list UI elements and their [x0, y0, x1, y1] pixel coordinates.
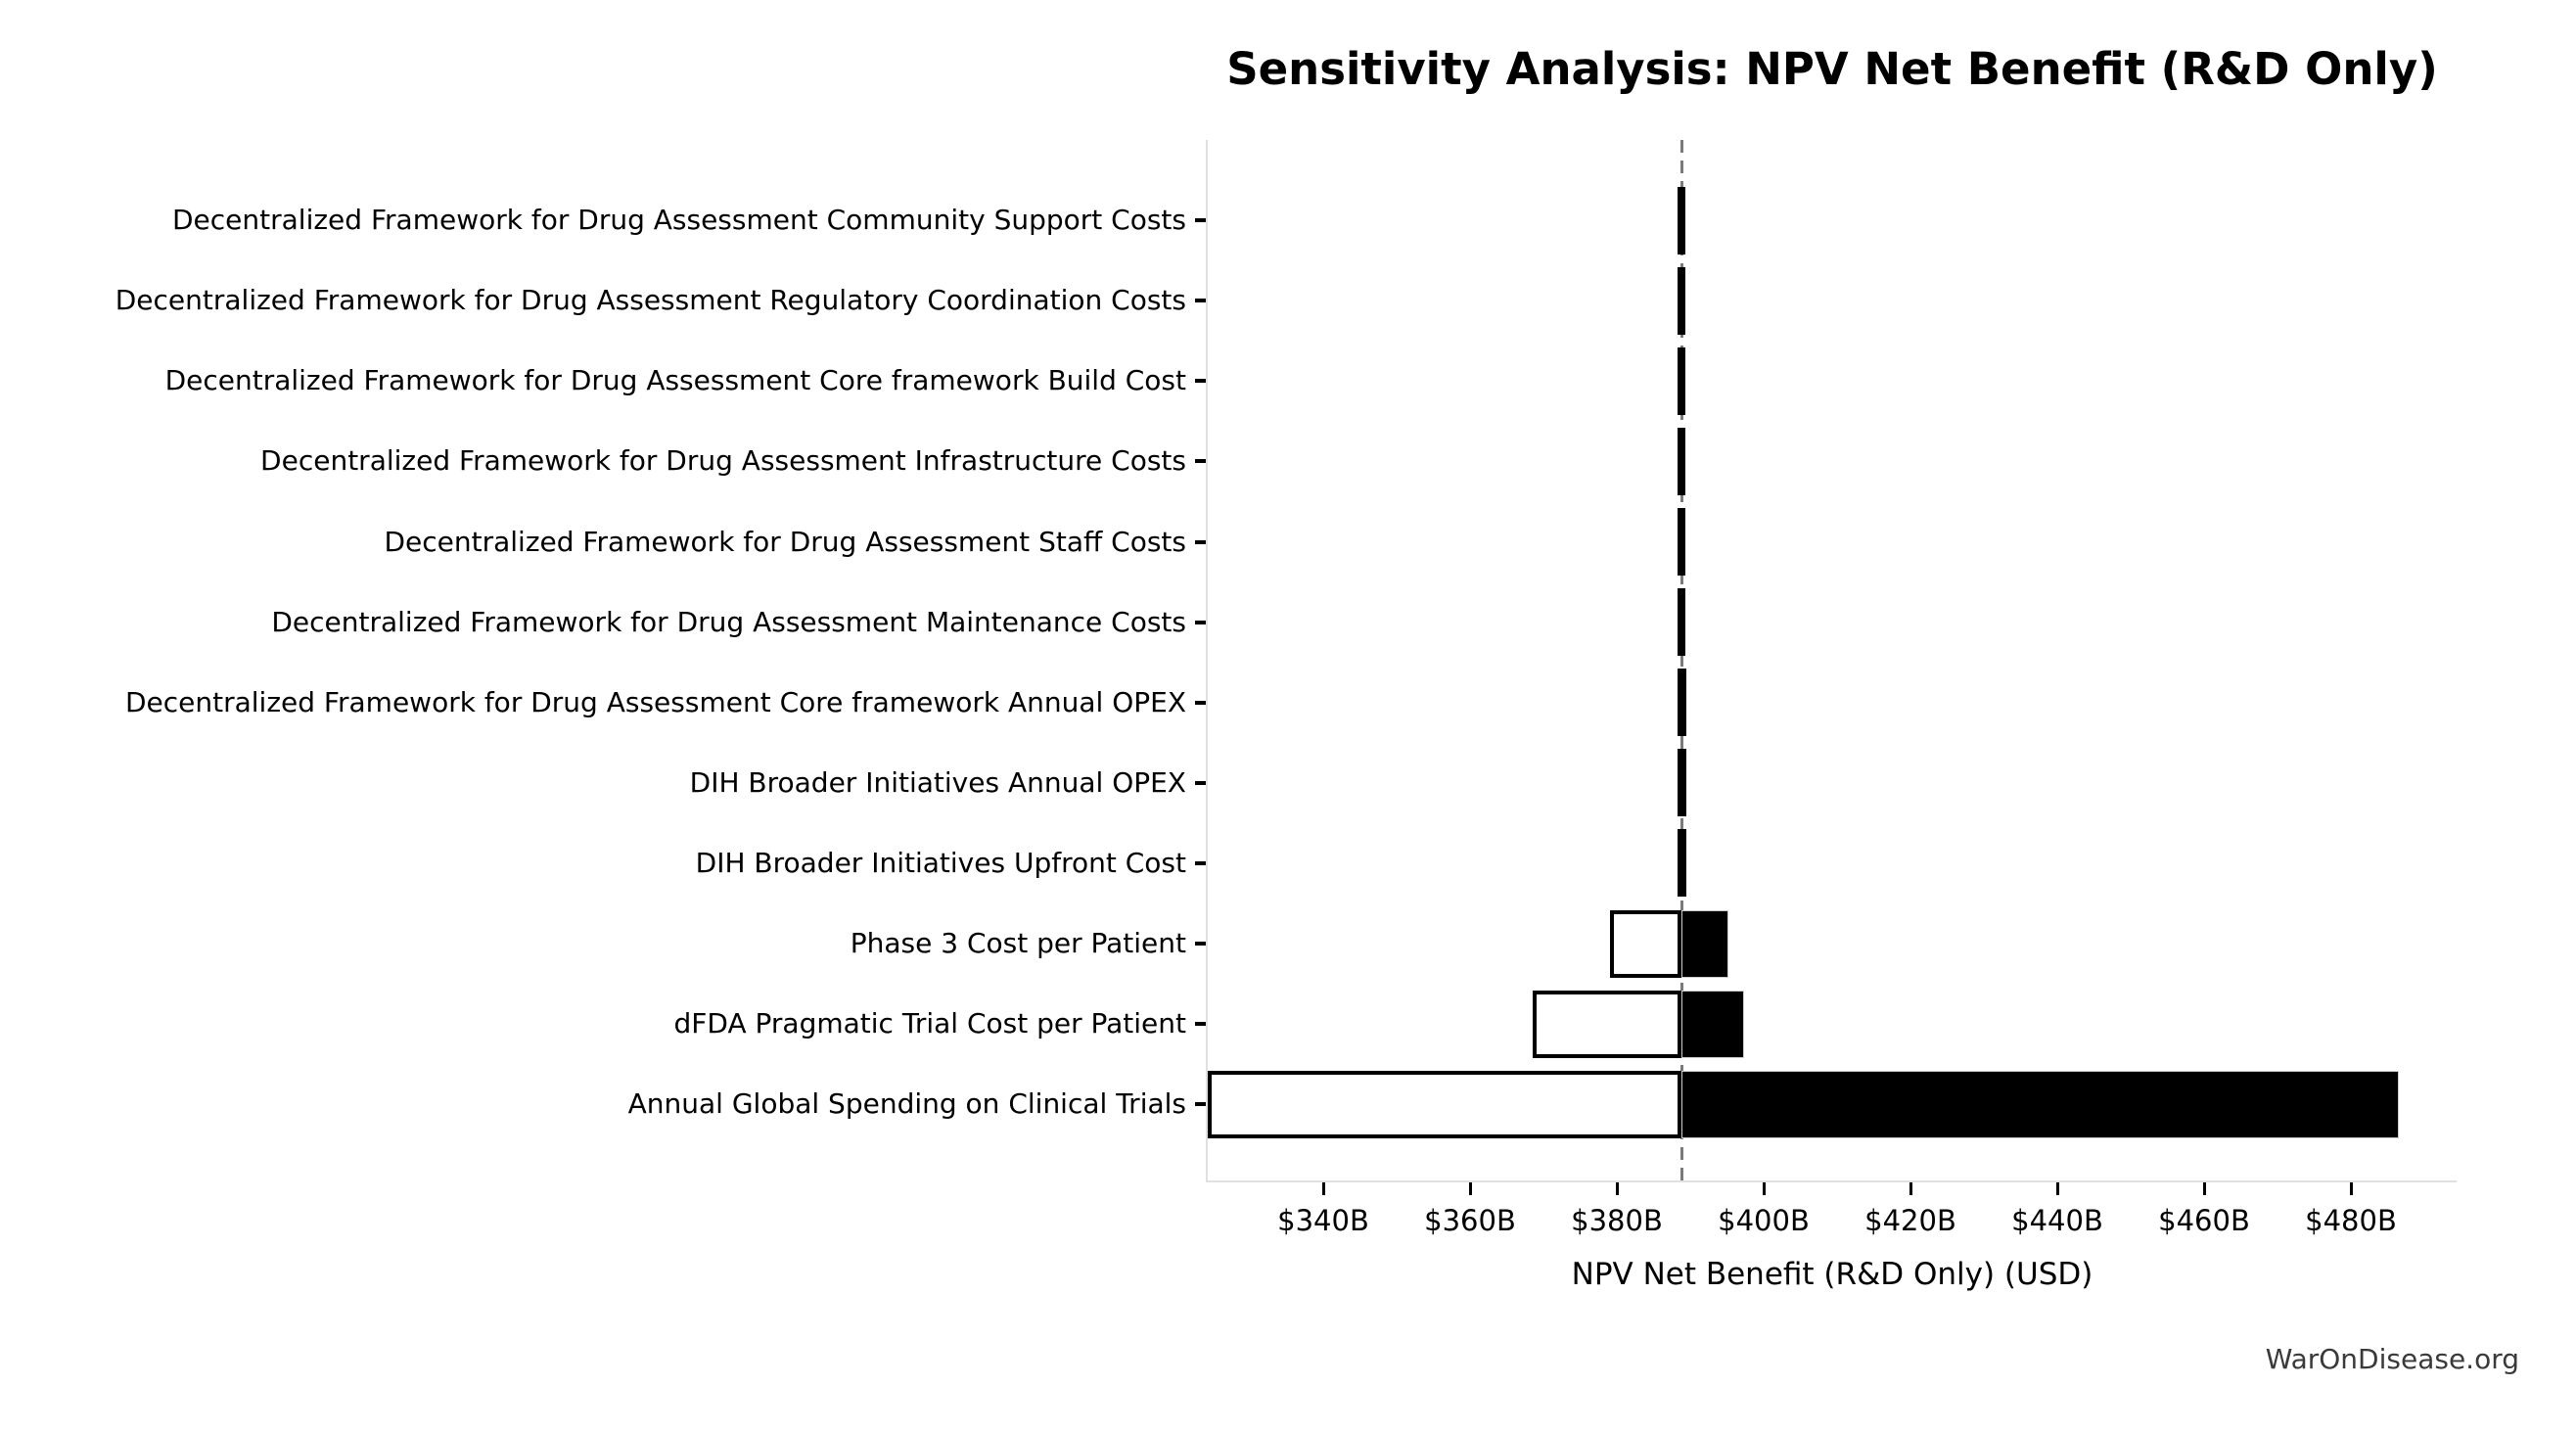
bar-tiny-range — [1677, 749, 1686, 817]
x-axis-tick — [1762, 1182, 1766, 1195]
category-label: Decentralized Framework for Drug Assessm… — [260, 444, 1186, 478]
x-axis-tick — [1468, 1182, 1472, 1195]
x-axis-tick — [1909, 1182, 1912, 1195]
y-axis-tick — [1195, 218, 1206, 223]
bar-low-side — [1532, 990, 1681, 1058]
x-axis-tick — [1321, 1182, 1325, 1195]
category-label: Annual Global Spending on Clinical Trial… — [627, 1087, 1186, 1121]
plot-area — [1206, 140, 2457, 1182]
baseline-reference-line — [1679, 140, 1683, 1182]
category-label: dFDA Pragmatic Trial Cost per Patient — [673, 1007, 1187, 1040]
category-label: Decentralized Framework for Drug Assessm… — [271, 605, 1186, 638]
bar-tiny-range — [1678, 266, 1685, 335]
category-label: DIH Broader Initiatives Upfront Cost — [695, 846, 1186, 879]
chart-title: Sensitivity Analysis: NPV Net Benefit (R… — [1226, 43, 2438, 95]
bar-tiny-range — [1677, 669, 1686, 737]
y-axis-tick — [1195, 299, 1206, 303]
y-axis-tick — [1195, 700, 1206, 705]
watermark-text: WarOnDisease.org — [2265, 1343, 2519, 1375]
bar-low-side — [1609, 909, 1681, 978]
category-label: Decentralized Framework for Drug Assessm… — [124, 685, 1186, 718]
x-tick-label: $340B — [1277, 1204, 1369, 1237]
x-axis-tick — [2349, 1182, 2353, 1195]
x-tick-label: $480B — [2305, 1204, 2397, 1237]
bar-tiny-range — [1678, 186, 1685, 254]
y-axis-tick — [1195, 459, 1206, 464]
category-label: Decentralized Framework for Drug Assessm… — [172, 204, 1186, 237]
y-axis-tick — [1195, 539, 1206, 544]
bar-tiny-range — [1678, 427, 1685, 495]
y-axis-tick — [1195, 780, 1206, 785]
x-tick-label: $420B — [1864, 1204, 1956, 1237]
category-label: Decentralized Framework for Drug Assessm… — [384, 525, 1186, 558]
bar-high-side — [1681, 1070, 2399, 1138]
x-tick-label: $460B — [2158, 1204, 2250, 1237]
y-axis-tick — [1195, 1022, 1206, 1027]
category-label: Decentralized Framework for Drug Assessm… — [115, 284, 1186, 317]
bar-tiny-range — [1677, 829, 1686, 898]
bar-tiny-range — [1678, 508, 1685, 576]
x-axis-label: NPV Net Benefit (R&D Only) (USD) — [1571, 1257, 2093, 1292]
y-axis-tick — [1195, 620, 1206, 624]
x-axis-tick — [2055, 1182, 2059, 1195]
y-axis-tick — [1195, 860, 1206, 865]
x-axis-tick — [1615, 1182, 1619, 1195]
x-tick-label: $380B — [1571, 1204, 1663, 1237]
y-axis-tick — [1195, 379, 1206, 384]
bar-low-side — [1207, 1070, 1681, 1138]
x-axis-tick — [2202, 1182, 2206, 1195]
bar-tiny-range — [1678, 588, 1685, 657]
bar-high-side — [1681, 990, 1744, 1058]
y-axis-tick — [1195, 1102, 1206, 1107]
x-tick-label: $440B — [2011, 1204, 2103, 1237]
x-tick-label: $360B — [1424, 1204, 1516, 1237]
y-axis-tick — [1195, 942, 1206, 946]
x-tick-label: $400B — [1718, 1204, 1810, 1237]
category-label: Decentralized Framework for Drug Assessm… — [164, 364, 1186, 397]
bar-high-side — [1681, 909, 1728, 978]
category-label: Phase 3 Cost per Patient — [850, 927, 1186, 959]
bar-tiny-range — [1678, 346, 1685, 415]
category-label: DIH Broader Initiatives Annual OPEX — [689, 765, 1186, 799]
